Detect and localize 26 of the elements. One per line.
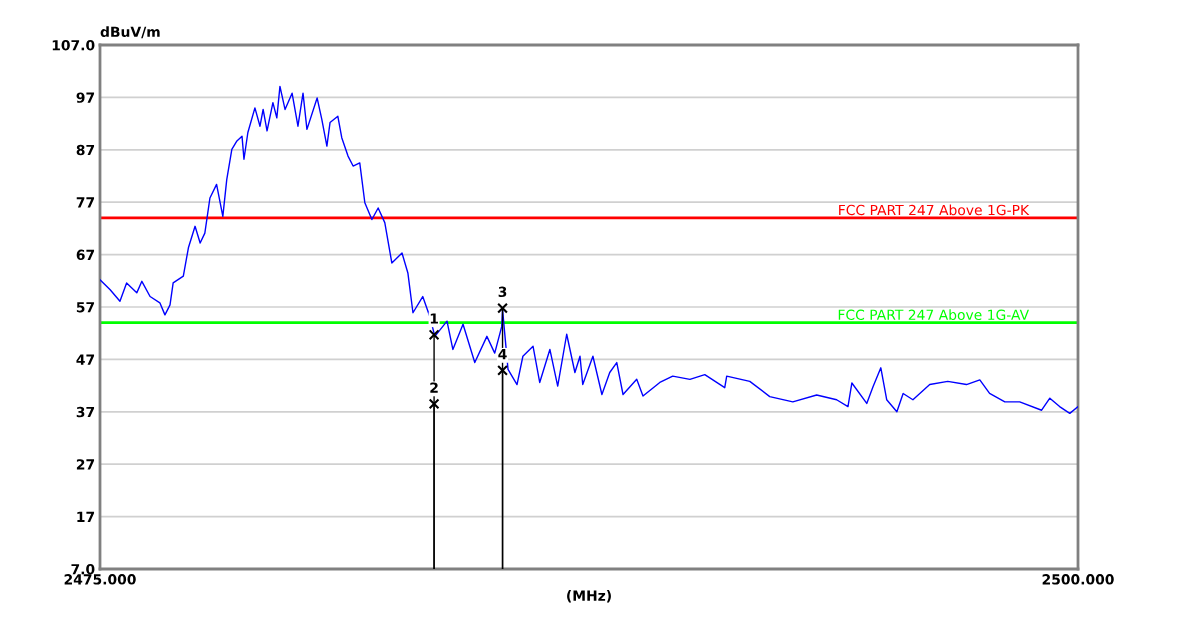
point bbox=[428, 329, 440, 341]
y-tick-label: 7.0 bbox=[71, 563, 95, 575]
point bbox=[497, 364, 508, 376]
y-axis-title: dBuV/m bbox=[100, 26, 160, 39]
y-tick-label: 87 bbox=[76, 144, 95, 156]
ref-line-label: FCC PART 247 Above 1G-PK bbox=[839, 204, 1030, 216]
annotation: 1 bbox=[430, 313, 438, 324]
y-tick-label: 47 bbox=[76, 354, 95, 365]
ref-line-label: FCC PART 247 Above 1G-AV bbox=[838, 309, 1029, 321]
x-tick-label: 2475.000 bbox=[64, 574, 136, 585]
point bbox=[428, 398, 440, 410]
annotation: 3 bbox=[498, 286, 507, 298]
annotation: 4 bbox=[498, 349, 507, 360]
point bbox=[497, 302, 508, 314]
y-tick-label: 57 bbox=[76, 302, 95, 313]
annotation: 2 bbox=[430, 382, 438, 393]
x-tick-label: 2500.000 bbox=[1042, 574, 1114, 585]
y-tick-label: 67 bbox=[76, 249, 95, 261]
y-tick-label: 37 bbox=[76, 406, 95, 418]
line-series bbox=[100, 85, 1078, 415]
y-tick-label: 97 bbox=[76, 92, 95, 103]
y-tick-label: 17 bbox=[77, 511, 95, 522]
y-tick-label: 77 bbox=[76, 197, 95, 208]
y-tick-label: 27 bbox=[76, 459, 95, 470]
y-tick-label: 107.0 bbox=[52, 39, 95, 51]
x-axis-title: (MHz) bbox=[567, 590, 611, 603]
